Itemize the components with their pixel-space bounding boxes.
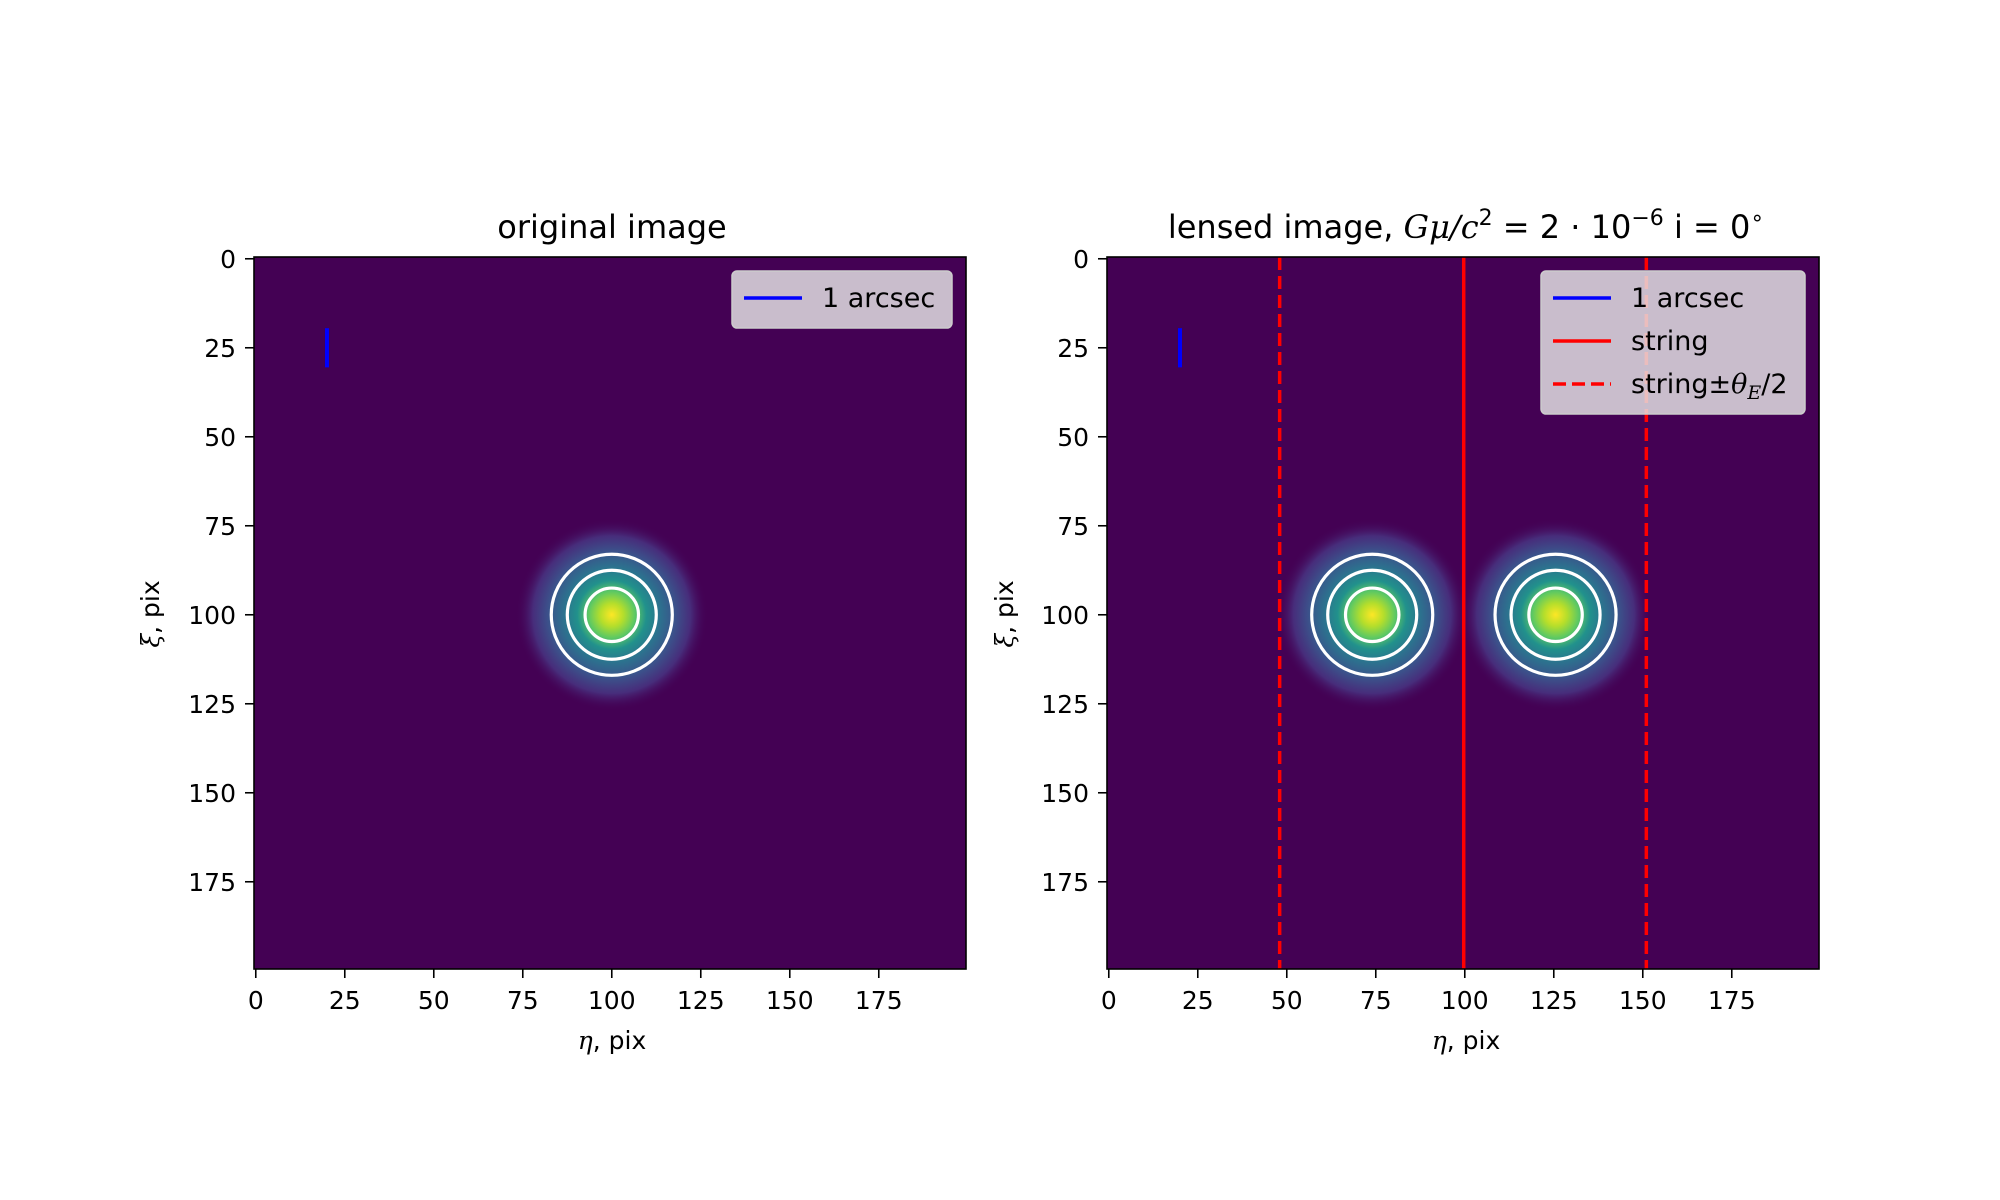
y-tick-label: 125 [1041,690,1089,719]
y-axis-label: ξ, pix [136,580,165,647]
plot-area: 0 25 50 75 100 125 150 175 0 25 50 75 100 125 150 175 1 … [1041,245,1820,1015]
legend-label: string [1631,326,1709,357]
y-tick-label: 25 [204,334,236,363]
legend-label: 1 arcsec [822,283,935,314]
x-tick-label: 150 [766,986,814,1015]
legend-box [1540,270,1806,415]
y-tick-label: 100 [188,601,236,630]
x-tick-label: 25 [1182,986,1214,1015]
x-tick-label: 125 [677,986,725,1015]
legend: 1 arcsec [731,270,953,329]
contour-line [1343,586,1401,644]
y-tick-label: 75 [204,512,236,541]
plot-inner [324,328,708,711]
contour-line [565,568,658,661]
x-tick-label: 100 [1441,986,1489,1015]
contour-line [1326,568,1419,661]
panel-original: original image 0 25 50 75 100 125 150 175 0 25 50 7… [136,208,967,1055]
plot-inner [1177,257,1652,969]
y-tick-label: 125 [188,690,236,719]
y-tick-label: 50 [204,423,236,452]
y-tick-label: 0 [220,245,236,274]
contour-line [1493,552,1618,677]
y-tick-label: 25 [1057,334,1089,363]
y-tick-label: 150 [188,779,236,808]
y-tick-label: 50 [1057,423,1089,452]
x-tick-label: 50 [418,986,450,1015]
y-tick-label: 175 [188,868,236,897]
legend-label: string±θE/2 [1631,369,1788,404]
contour-line [549,552,674,677]
y-tick-label: 175 [1041,868,1089,897]
legend: 1 arcsec string string±θE/2 [1540,270,1806,415]
y-axis-label: ξ, pix [990,580,1019,647]
source-blob [1459,518,1652,711]
x-tick-label: 50 [1271,986,1303,1015]
contour-line [1509,568,1602,661]
panel-title: lensed image, Gμ/c2 = 2 · 10−6 i = 0∘ [1168,206,1764,246]
legend-box [731,270,953,329]
plot-area: 0 25 50 75 100 125 150 175 0 25 50 75 100 125 150 175 1 … [188,245,967,1015]
x-tick-label: 75 [1360,986,1392,1015]
panel-title: original image [497,208,726,246]
panel-lensed: lensed image, Gμ/c2 = 2 · 10−6 i = 0∘ 0 2… [990,206,1820,1055]
x-tick-label: 125 [1530,986,1578,1015]
contour-line [583,586,641,644]
x-axis-label: η, pix [1432,1026,1501,1055]
x-tick-label: 0 [1101,986,1117,1015]
x-tick-label: 25 [329,986,361,1015]
y-tick-label: 100 [1041,601,1089,630]
axes-frame [1106,256,1820,970]
x-tick-label: 175 [1708,986,1756,1015]
y-tick-label: 150 [1041,779,1089,808]
x-axis-label: η, pix [578,1026,647,1055]
contour-line [1310,552,1435,677]
y-tick-label: 0 [1073,245,1089,274]
source-blob [1276,518,1469,711]
source-blob [515,518,708,711]
x-tick-label: 150 [1619,986,1667,1015]
x-tick-label: 0 [248,986,264,1015]
legend-label: 1 arcsec [1631,283,1744,314]
x-tick-label: 175 [855,986,903,1015]
contour-line [1527,586,1584,644]
x-tick-label: 75 [507,986,539,1015]
y-tick-label: 75 [1057,512,1089,541]
x-tick-label: 100 [588,986,636,1015]
axes-frame [253,256,967,970]
